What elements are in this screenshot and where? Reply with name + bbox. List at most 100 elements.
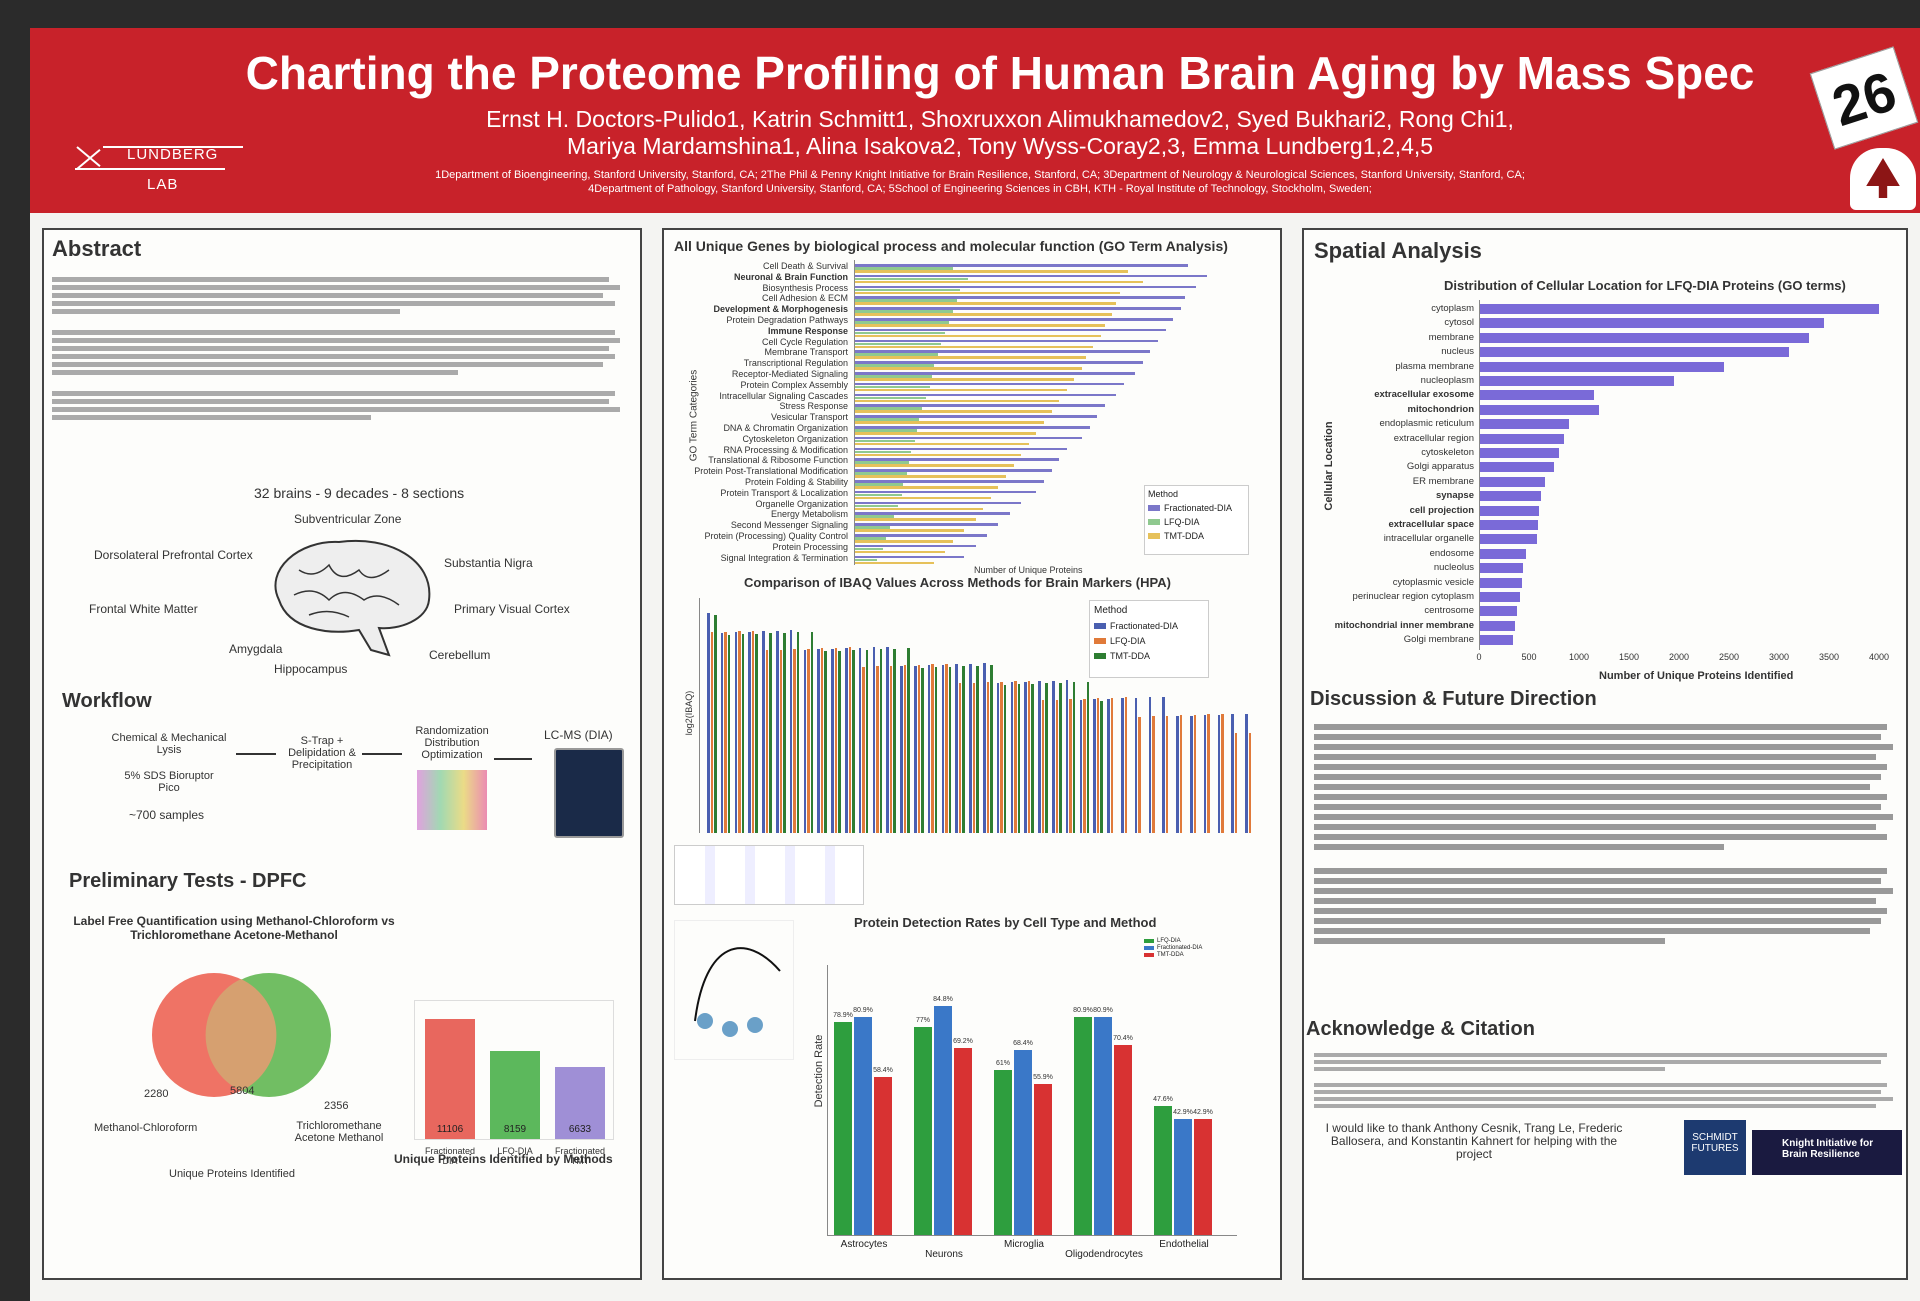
detection-bar [1154, 1106, 1172, 1235]
detection-bar-value: 84.8% [933, 996, 953, 1004]
go-bar [854, 264, 1189, 267]
ibaq-bar [1055, 699, 1058, 833]
location-category-label: endoplasmic reticulum [1379, 418, 1474, 430]
go-bar [854, 461, 910, 464]
region-label: Substantia Nigra [444, 556, 533, 570]
location-bar [1479, 577, 1522, 588]
detection-bar-value: 42.9% [1193, 1109, 1213, 1117]
go-bar [854, 453, 1022, 457]
detection-legend-item: Fractionated-DIA [1144, 945, 1239, 951]
ibaq-bar [1086, 681, 1090, 833]
detection-bar-value: 55.9% [1033, 1074, 1053, 1082]
go-category-label: Organelle Organization [755, 498, 848, 509]
abstract-heading: Abstract [52, 236, 142, 261]
ibaq-bar [858, 647, 862, 833]
location-bar [1479, 390, 1594, 401]
go-bar [854, 299, 957, 302]
region-label: Dorsolateral Prefrontal Cortex [94, 548, 253, 562]
prelim-bar-label: Fractionated TMT [554, 1146, 606, 1166]
ibaq-bar [834, 647, 838, 833]
go-bar [854, 302, 1117, 305]
go-bar [854, 353, 938, 356]
ibaq-bar [741, 634, 745, 833]
location-bar [1479, 404, 1599, 415]
ibaq-bar [769, 633, 772, 833]
go-bar [854, 458, 1060, 461]
go-category-label: Neuronal & Brain Function [733, 271, 848, 282]
location-tick-label: 0 [1476, 652, 1482, 662]
go-bar [854, 436, 1082, 440]
region-label: Amygdala [229, 642, 283, 656]
ibaq-bar [934, 667, 938, 833]
ibaq-bar [1045, 683, 1048, 833]
location-category-label: cytoplasmic vesicle [1392, 576, 1474, 588]
ibaq-bar [1041, 700, 1045, 833]
go-bar [854, 515, 894, 518]
go-chart: GO Term Categories Cell Death & Survival N… [674, 260, 1274, 580]
go-bar [854, 274, 1208, 278]
ibaq-bar [958, 683, 962, 833]
go-bar [854, 486, 999, 489]
ibaq-bar [1014, 681, 1017, 833]
detection-axis [827, 965, 828, 1235]
logo-line2: LAB [147, 176, 179, 193]
go-bar [854, 291, 1120, 295]
detection-bar [954, 1048, 972, 1235]
ibaq-bar [1052, 680, 1055, 833]
go-bar [854, 277, 968, 281]
detection-bar-value: 47.6% [1153, 1096, 1173, 1104]
ibaq-bar [1038, 681, 1041, 833]
location-bar [1479, 376, 1674, 386]
go-bar [854, 507, 984, 511]
location-category-label: extracellular region [1393, 432, 1474, 444]
ibaq-bar [876, 666, 879, 833]
affiliations: 1Department of Bioengineering, Stanford … [330, 168, 1630, 196]
go-bar [854, 415, 1098, 418]
location-xlabel: Number of Unique Proteins Identified [1599, 670, 1794, 682]
detection-legend-swatch [1144, 939, 1154, 943]
go-legend-label: Fractionated-DIA [1164, 503, 1233, 513]
go-bar [854, 410, 1052, 413]
ibaq-chart-title: Comparison of IBAQ Values Across Methods… [744, 575, 1171, 590]
location-category-label: cell projection [1409, 504, 1474, 516]
location-category-label: Golgi apparatus [1406, 461, 1474, 473]
plate-image [417, 770, 487, 830]
go-bar [854, 447, 1067, 451]
ibaq-axis [699, 598, 700, 833]
go-category-label: Receptor-Mediated Signaling [731, 369, 848, 379]
middle-panel: All Unique Genes by biological process a… [662, 228, 1282, 1280]
location-axis [1479, 300, 1480, 650]
location-tick-label: 1500 [1618, 652, 1640, 662]
detection-legend: LFQ-DIA Fractionated-DIA TMT-DDA [1144, 937, 1239, 958]
go-category-label: Protein Transport & Localization [720, 487, 848, 498]
ibaq-bar [931, 664, 934, 833]
prelim-bar [425, 1018, 475, 1139]
ibaq-bar [820, 648, 824, 833]
workflow-step4: LC-MS (DIA) [544, 728, 613, 742]
ibaq-bar [1059, 682, 1062, 833]
ibaq-bar [707, 613, 710, 833]
go-category-label: Translational & Ribosome Function [708, 455, 848, 466]
detection-category-label: Neurons [925, 1249, 963, 1260]
go-category-label: Second Messenger Signaling [730, 520, 848, 531]
ibaq-chart: log2(IBAQ) Method Fractionated-DIA LFQ-DIA T… [679, 598, 1269, 838]
ibaq-bar [1248, 732, 1252, 833]
go-bar [854, 418, 919, 421]
location-bar [1479, 361, 1724, 372]
go-category-label: Transcriptional Regulation [743, 358, 848, 369]
go-bar [854, 399, 1060, 403]
detection-bar-value: 61% [995, 1060, 1010, 1068]
ibaq-bar [990, 665, 993, 833]
ibaq-bar [941, 664, 945, 833]
go-bar [854, 480, 1044, 483]
location-category-label: endosome [1429, 547, 1474, 559]
detection-bar [1094, 1016, 1112, 1235]
go-category-label: Stress Response [779, 401, 848, 412]
ibaq-bar [962, 666, 965, 833]
go-bar [854, 356, 1086, 359]
authors: Ernst H. Doctors-Pulido1, Katrin Schmitt… [250, 106, 1750, 160]
detection-bar [1114, 1044, 1132, 1235]
venn-overlap-count: 5804 [230, 1085, 255, 1097]
ibaq-bar [907, 648, 910, 833]
ibaq-bar [710, 632, 713, 833]
